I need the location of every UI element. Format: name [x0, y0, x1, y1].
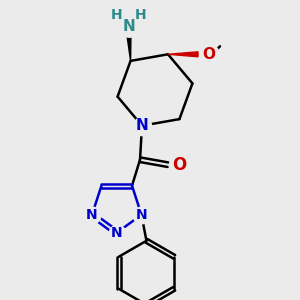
Text: N: N	[136, 208, 147, 222]
Text: N: N	[111, 226, 122, 240]
Text: N: N	[86, 208, 98, 222]
Text: N: N	[136, 118, 148, 133]
Polygon shape	[168, 52, 198, 57]
Text: N: N	[122, 20, 135, 34]
Text: H: H	[111, 8, 122, 22]
Polygon shape	[126, 29, 131, 61]
Text: O: O	[202, 47, 215, 62]
Text: O: O	[172, 156, 186, 174]
Text: H: H	[135, 8, 146, 22]
